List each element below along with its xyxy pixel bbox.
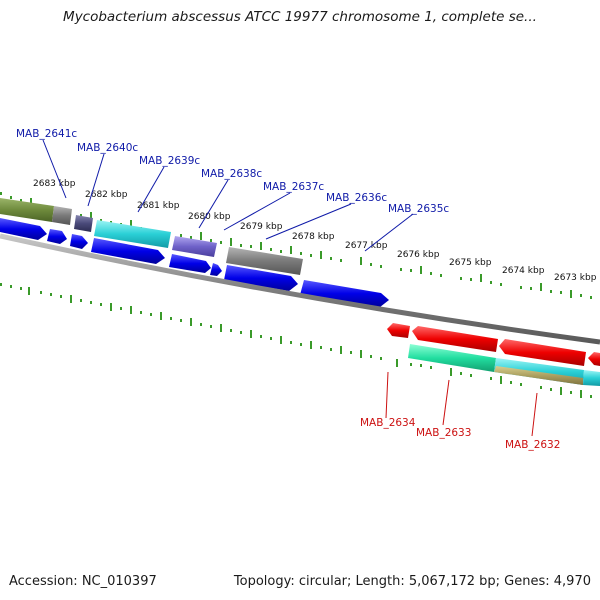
inner-tick-ring xyxy=(0,283,592,398)
gene-arrow[interactable] xyxy=(169,254,211,273)
gene-label[interactable]: MAB_2638c xyxy=(201,168,262,180)
gene-block[interactable] xyxy=(226,247,303,275)
kbp-label: 2678 kbp xyxy=(292,232,335,242)
kbp-label: 2675 kbp xyxy=(449,258,492,268)
gene-label[interactable]: MAB_2634 xyxy=(360,417,416,429)
gene-label[interactable]: MAB_2639c xyxy=(139,155,200,167)
gene-block[interactable] xyxy=(408,344,496,372)
kbp-label: 2677 kbp xyxy=(345,241,388,251)
gene-leader-lines xyxy=(42,139,538,437)
map-title: Mycobacterium abscessus ATCC 19977 chrom… xyxy=(63,9,537,25)
genome-summary-text: Topology: circular; Length: 5,067,172 bp… xyxy=(233,574,591,589)
kbp-label: 2681 kbp xyxy=(137,201,180,211)
cds-track-forward xyxy=(0,218,389,307)
gene-arrow[interactable] xyxy=(499,339,586,366)
genome-backbone xyxy=(0,233,600,345)
gene-block[interactable] xyxy=(583,370,600,386)
gene-block[interactable] xyxy=(52,206,72,225)
kbp-label: 2683 kbp xyxy=(33,179,76,189)
gene-arrow[interactable] xyxy=(210,263,222,276)
kbp-label: 2676 kbp xyxy=(397,250,440,260)
gene-block[interactable] xyxy=(494,366,583,385)
kbp-label: 2674 kbp xyxy=(502,266,545,276)
gene-arrow[interactable] xyxy=(0,218,47,240)
gene-label[interactable]: MAB_2635c xyxy=(388,203,449,215)
kbp-label: 2673 kbp xyxy=(554,273,597,283)
gene-arrow[interactable] xyxy=(387,323,410,338)
gene-arrow[interactable] xyxy=(70,234,88,249)
gene-labels-reverse: MAB_2634 MAB_2633 MAB_2632 xyxy=(360,417,560,451)
gene-arrow[interactable] xyxy=(224,265,298,291)
gene-arrow[interactable] xyxy=(412,326,498,352)
gene-labels-forward: MAB_2641c MAB_2640c MAB_2639c MAB_2638c … xyxy=(16,128,449,215)
cds-track-reverse xyxy=(387,323,600,366)
gene-arrow[interactable] xyxy=(91,238,165,264)
gene-block[interactable] xyxy=(172,236,217,257)
gene-block[interactable] xyxy=(74,215,93,232)
gene-block[interactable] xyxy=(94,220,171,248)
feature-track-top xyxy=(0,198,303,275)
kbp-labels: 2683 kbp 2682 kbp 2681 kbp 2680 kbp 2679… xyxy=(33,179,597,283)
kbp-label: 2680 kbp xyxy=(188,212,231,222)
kbp-label: 2682 kbp xyxy=(85,190,128,200)
gene-label[interactable]: MAB_2632 xyxy=(505,439,560,451)
gene-block[interactable] xyxy=(0,198,54,222)
gene-arrow[interactable] xyxy=(47,229,67,244)
gene-label[interactable]: MAB_2640c xyxy=(77,142,138,154)
gene-label[interactable]: MAB_2636c xyxy=(326,192,387,204)
accession-text: Accession: NC_010397 xyxy=(9,574,157,589)
feature-track-bottom xyxy=(408,344,600,386)
gene-arrow[interactable] xyxy=(588,352,600,366)
gene-label[interactable]: MAB_2641c xyxy=(16,128,77,140)
gene-label[interactable]: MAB_2633 xyxy=(416,427,471,439)
gene-label[interactable]: MAB_2637c xyxy=(263,181,324,193)
kbp-label: 2679 kbp xyxy=(240,222,283,232)
gene-arrow[interactable] xyxy=(300,280,389,307)
